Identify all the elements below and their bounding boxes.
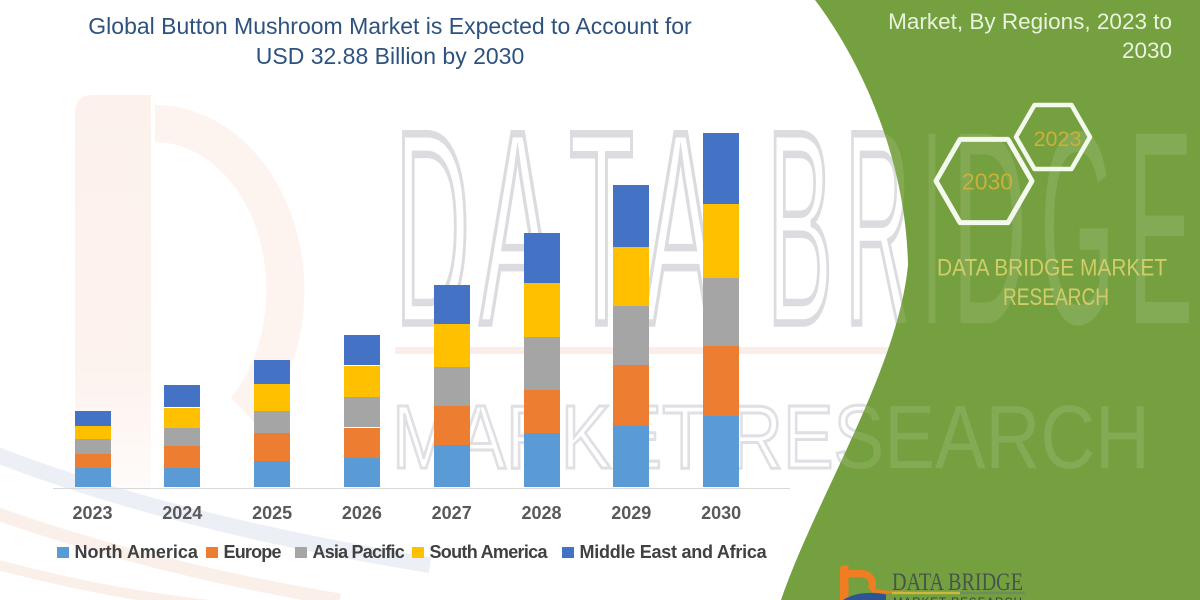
svg-text:G: G <box>1040 75 1115 382</box>
svg-text:DATA BRIDGE MARKET: DATA BRIDGE MARKET <box>937 255 1167 282</box>
svg-text:E: E <box>1128 75 1193 382</box>
svg-text:B: B <box>767 75 833 382</box>
svg-text:T: T <box>569 75 634 382</box>
svg-text:2030: 2030 <box>962 169 1013 195</box>
svg-text:R: R <box>845 75 911 382</box>
svg-text:A: A <box>643 75 719 382</box>
svg-text:I: I <box>922 75 942 382</box>
svg-text:D: D <box>952 75 1027 382</box>
svg-text:DATA BRIDGE: DATA BRIDGE <box>892 569 1023 596</box>
svg-text:2023: 2023 <box>1034 127 1082 151</box>
svg-text:D: D <box>395 75 470 382</box>
svg-text:RESEARCH: RESEARCH <box>1003 284 1109 311</box>
svg-text:MARKET RESEARCH: MARKET RESEARCH <box>893 597 1023 600</box>
svg-text:MARKET RESEARCH: MARKET RESEARCH <box>392 388 1150 488</box>
svg-text:B: B <box>767 75 833 382</box>
svg-text:A: A <box>480 75 556 382</box>
